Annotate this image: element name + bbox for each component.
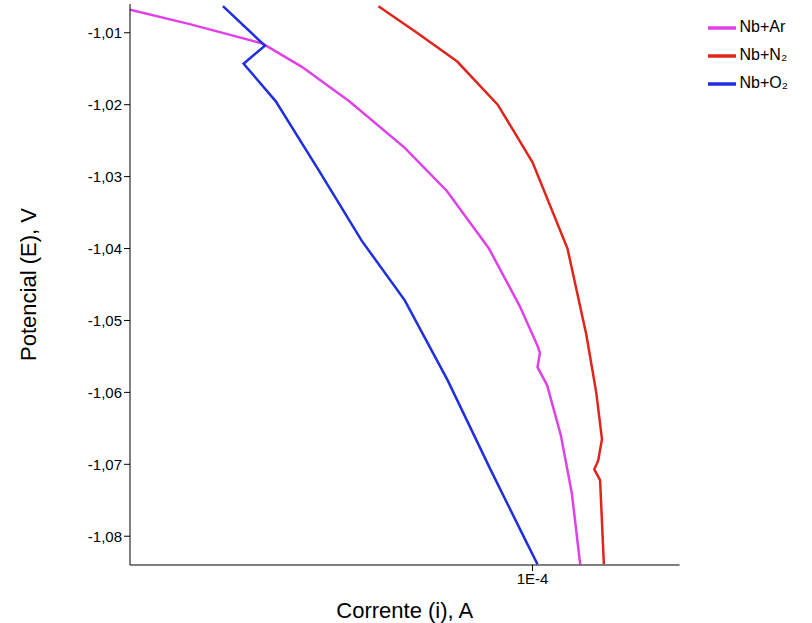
svg-text:-1,01: -1,01	[88, 24, 122, 41]
svg-text:Corrente (i), A: Corrente (i), A	[336, 598, 473, 623]
svg-text:1E-4: 1E-4	[517, 570, 549, 587]
svg-text:Potencial (E), V: Potencial (E), V	[16, 208, 41, 361]
svg-text:-1,08: -1,08	[88, 528, 122, 545]
svg-text:-1,07: -1,07	[88, 456, 122, 473]
svg-text:-1,03: -1,03	[88, 168, 122, 185]
svg-text:-1,06: -1,06	[88, 384, 122, 401]
html-text:Nb+O₂: Nb+O₂	[739, 74, 788, 92]
html-text:Nb+N₂: Nb+N₂	[739, 46, 788, 64]
svg-text:-1,05: -1,05	[88, 312, 122, 329]
svg-text:-1,02: -1,02	[88, 96, 122, 113]
html-text:Nb+Ar: Nb+Ar	[739, 18, 786, 36]
svg-text:-1,04: -1,04	[88, 240, 122, 257]
